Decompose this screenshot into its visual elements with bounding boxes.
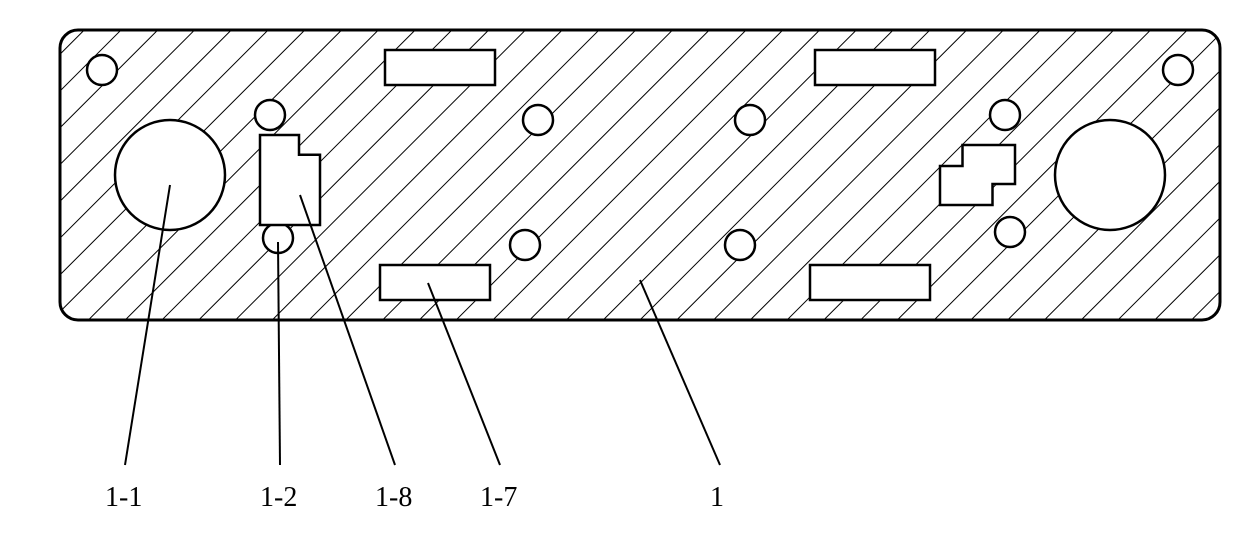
callout-label: 1-7 xyxy=(480,482,517,514)
callout-label: 1 xyxy=(710,482,724,514)
panel-svg xyxy=(20,20,1239,538)
diagram-canvas: 1-1 1-2 1-8 1-7 1 xyxy=(20,20,1239,538)
callout-label: 1-2 xyxy=(260,482,297,514)
callout-label: 1-8 xyxy=(375,482,412,514)
callout-label: 1-1 xyxy=(105,482,142,514)
